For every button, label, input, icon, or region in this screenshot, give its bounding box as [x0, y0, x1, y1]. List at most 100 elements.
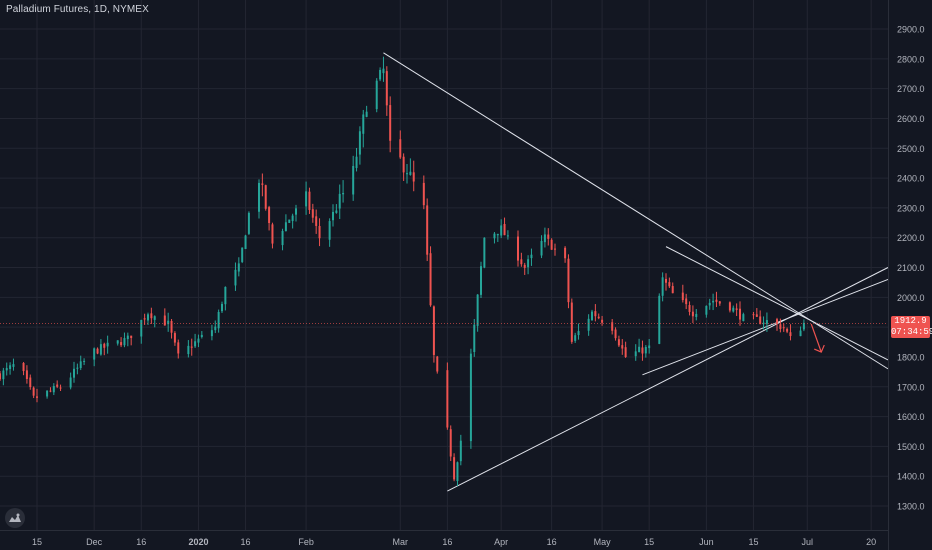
price-axis[interactable]: 1300.01400.01500.01600.01700.01800.01900… — [897, 25, 925, 512]
candle-body — [412, 172, 415, 182]
candle-body — [802, 322, 805, 330]
candle-body — [244, 235, 247, 250]
y-tick-label: 2000.0 — [897, 293, 925, 303]
candle-body — [786, 328, 789, 332]
x-tick-label: 20 — [866, 537, 876, 547]
candle-body — [76, 367, 79, 369]
candle-body — [691, 311, 694, 317]
candle-body — [234, 269, 237, 286]
candle-body — [328, 221, 331, 240]
candle-body — [547, 234, 550, 239]
candle-body — [22, 363, 25, 372]
candle-body — [288, 219, 291, 223]
candle-body — [210, 330, 213, 337]
candle-body — [409, 171, 412, 175]
candle-body — [739, 308, 741, 320]
candle-body — [170, 321, 173, 333]
candle-body — [483, 237, 486, 268]
candle-body — [648, 345, 651, 349]
candle-body — [116, 340, 119, 344]
candle-body — [130, 335, 133, 338]
x-tick-label: 16 — [547, 537, 557, 547]
candle-body — [382, 68, 385, 74]
candle-body — [271, 224, 274, 244]
candle-body — [36, 396, 38, 398]
trendline — [642, 278, 889, 376]
candle-body — [311, 209, 314, 218]
candle-body — [765, 319, 768, 324]
candle-body — [355, 156, 358, 169]
candle-body — [406, 173, 408, 175]
candle-body — [459, 440, 462, 462]
y-tick-label: 1400.0 — [897, 472, 925, 482]
candle-body — [614, 329, 617, 339]
candle-body — [0, 373, 1, 380]
candle-body — [567, 258, 570, 303]
candle-body — [167, 320, 170, 325]
candle-body — [506, 235, 509, 237]
time-axis[interactable]: 15 Dec 16 2020 16 Feb Mar 16 Apr 16 May 15 Jun 15 Jul 2… — [32, 537, 876, 547]
candle-body — [671, 286, 674, 294]
candle-body — [268, 207, 271, 224]
candle-body — [140, 319, 143, 337]
candle-body — [284, 222, 287, 232]
candle-body — [379, 69, 382, 80]
last-price: 1912.9 — [894, 316, 927, 326]
candle-body — [73, 368, 75, 378]
candle-body — [681, 292, 684, 301]
x-tick-label: 15 — [748, 537, 758, 547]
candle-body — [469, 353, 472, 442]
candle-body — [99, 344, 102, 355]
candle-body — [46, 390, 49, 397]
candle-body — [779, 324, 782, 329]
bar-countdown: 07:34:59 — [891, 327, 932, 337]
y-tick-label: 2900.0 — [897, 25, 925, 35]
candle-body — [358, 131, 361, 155]
y-tick-label: 1800.0 — [897, 352, 925, 362]
candle-body — [190, 346, 193, 348]
candle-body — [496, 233, 499, 236]
candle-body — [594, 311, 597, 317]
candle-body — [163, 315, 166, 326]
candle-body — [217, 311, 220, 329]
y-tick-label: 2700.0 — [897, 84, 925, 94]
candle-body — [752, 314, 755, 316]
candle-body — [601, 319, 604, 323]
candle-body — [732, 307, 735, 312]
chart-title: Palladium Futures, 1D, NYMEX — [6, 4, 149, 15]
x-tick-label: 2020 — [188, 537, 208, 547]
candle-body — [527, 259, 530, 268]
candle-body — [715, 299, 718, 302]
candle-body — [735, 308, 738, 310]
candle-body — [365, 111, 368, 117]
candle-body — [591, 311, 593, 321]
candle-body — [177, 342, 180, 354]
candle-body — [517, 236, 519, 261]
candle-body — [456, 462, 459, 482]
candle-body — [69, 377, 72, 388]
candle-body — [375, 80, 378, 110]
y-tick-label: 2600.0 — [897, 114, 925, 124]
candle-body — [799, 330, 802, 337]
x-tick-label: Jul — [802, 537, 814, 547]
y-tick-label: 2200.0 — [897, 233, 925, 243]
x-tick-label: 16 — [241, 537, 251, 547]
candle-body — [500, 225, 503, 236]
trendline — [665, 246, 889, 361]
tradingview-logo-icon[interactable] — [5, 508, 25, 528]
candle-body — [641, 347, 644, 354]
trendlines[interactable] — [383, 52, 889, 492]
candle-body — [473, 324, 476, 353]
candle-body — [214, 326, 217, 331]
candles — [0, 56, 888, 487]
candle-body — [476, 294, 479, 326]
candle-body — [658, 295, 661, 344]
candle-body — [305, 191, 308, 207]
candle-body — [432, 306, 435, 355]
candle-body — [782, 327, 785, 329]
candle-body — [83, 360, 86, 362]
candle-body — [197, 338, 200, 343]
candle-body — [147, 314, 149, 321]
